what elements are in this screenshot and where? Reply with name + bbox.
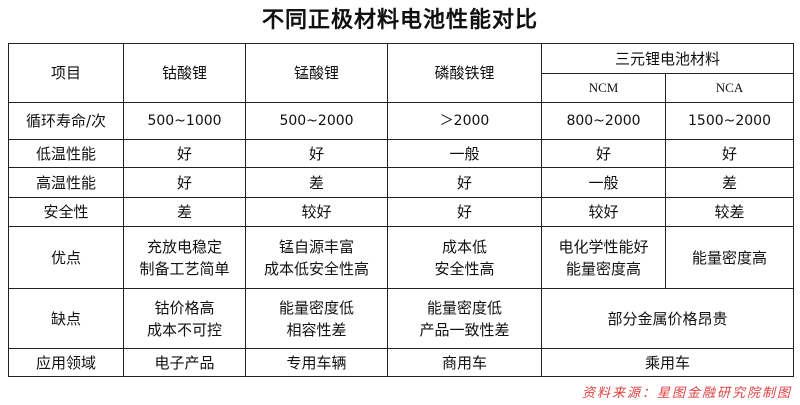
row-label: 优点 [8, 226, 124, 289]
source-note: 资料来源：星图金融研究院制图 [581, 386, 792, 401]
row-label: 高温性能 [8, 167, 124, 198]
cell-line: 能量密度高 [692, 248, 768, 267]
comparison-table: 项目 钴酸锂 锰酸锂 磷酸铁锂 三元锂电池材料 NCM NCA 循环寿命/次 5… [8, 43, 795, 377]
cell: 好 [664, 139, 795, 168]
cell-line: 成本低 [441, 237, 487, 256]
cell: 差 [245, 167, 388, 198]
cell: 专用车辆 [245, 348, 388, 377]
cell: 一般 [387, 139, 542, 168]
cell-line: 产品一致性差 [419, 320, 510, 339]
cell: 钴价格高 成本不可控 [123, 288, 246, 349]
header-ncm: NCM [541, 73, 666, 103]
cell: 较好 [245, 197, 388, 227]
cell: 差 [664, 167, 795, 198]
cell-line: 充放电稳定 [146, 237, 222, 256]
cell: 好 [541, 139, 666, 168]
cell: 能量密度低产品一致性差 [387, 288, 542, 349]
cell-line: 能量密度低 [278, 298, 354, 317]
cell: 差 [123, 197, 246, 227]
cell: 锰自源丰富成本低安全性高 [245, 226, 388, 289]
row-label: 应用领域 [8, 348, 124, 377]
cell: ＞2000 [387, 102, 542, 140]
row-label: 低温性能 [8, 139, 124, 168]
cell: 能量密度低 相容性差 [245, 288, 388, 349]
cell: 部分金属价格昂贵 [540, 288, 795, 349]
cell: 能量密度高 [664, 226, 795, 289]
cell: 成本低 安全性高 [387, 226, 542, 289]
cell: 好 [245, 139, 388, 168]
cell: 500~2000 [245, 102, 388, 140]
cell: 电化学性能好 能量密度高 [541, 226, 666, 289]
cell: 较差 [664, 197, 795, 227]
cell: 500~1000 [123, 102, 246, 140]
row-label: 缺点 [8, 288, 124, 349]
cell-line: 制备工艺简单 [139, 259, 230, 278]
cell: 一般 [541, 167, 666, 198]
cell: 好 [387, 197, 542, 227]
cell: 800~2000 [541, 102, 666, 140]
cell: 1500~2000 [664, 102, 795, 140]
cell-line: 成本低安全性高 [263, 259, 369, 278]
cell: 电子产品 [123, 348, 246, 377]
header-ternary: 三元锂电池材料 [540, 43, 795, 74]
cell: 乘用车 [540, 348, 795, 377]
header-nca: NCA [664, 73, 795, 103]
cell: 好 [123, 139, 246, 168]
cell-line: 锰自源丰富 [278, 237, 354, 256]
cell: 充放电稳定制备工艺简单 [123, 226, 246, 289]
cell: 好 [387, 167, 542, 198]
cell-line: 安全性高 [434, 259, 495, 278]
header-limn: 锰酸锂 [245, 43, 388, 103]
header-lfp: 磷酸铁锂 [387, 43, 542, 103]
cell-line: 成本不可控 [146, 320, 222, 339]
cell-line: 钴价格高 [154, 298, 215, 317]
cell: 商用车 [387, 348, 542, 377]
cell: 好 [123, 167, 246, 198]
row-label: 安全性 [8, 197, 124, 227]
cell-line: 相容性差 [286, 320, 347, 339]
cell: 较好 [541, 197, 666, 227]
header-item: 项目 [8, 43, 124, 103]
cell-line: 电化学性能好 [558, 237, 649, 256]
row-label: 循环寿命/次 [8, 102, 124, 140]
page-title: 不同正极材料电池性能对比 [261, 8, 538, 33]
header-licoo2: 钴酸锂 [123, 43, 246, 103]
cell-line: 部分金属价格昂贵 [607, 309, 728, 328]
cell-line: 能量密度低 [426, 298, 502, 317]
cell-line: 能量密度高 [565, 259, 641, 278]
